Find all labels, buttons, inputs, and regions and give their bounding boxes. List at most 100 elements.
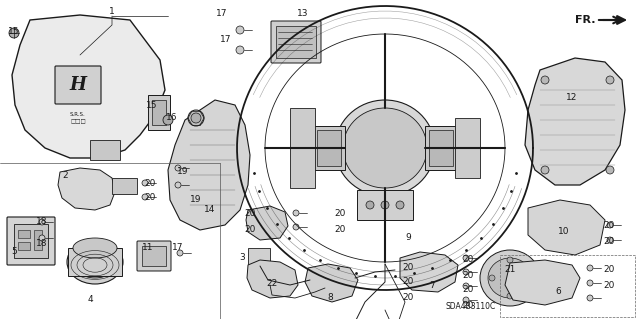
Circle shape [587, 265, 593, 271]
Polygon shape [12, 15, 165, 158]
Text: 3: 3 [239, 254, 245, 263]
Circle shape [9, 28, 19, 38]
Text: 16: 16 [166, 114, 178, 122]
Text: 20: 20 [334, 226, 346, 234]
Bar [429, 130, 453, 166]
Text: 20: 20 [334, 209, 346, 218]
Circle shape [191, 113, 201, 123]
Text: 20: 20 [144, 194, 156, 203]
Bar [248, 248, 270, 266]
Text: 20: 20 [403, 278, 413, 286]
Circle shape [463, 255, 469, 261]
Text: SDA4B3110C: SDA4B3110C [445, 302, 495, 311]
FancyBboxPatch shape [137, 241, 171, 271]
Text: 20: 20 [604, 220, 614, 229]
Circle shape [366, 201, 374, 209]
Text: 20: 20 [403, 263, 413, 271]
Bar [18, 242, 30, 250]
Circle shape [463, 283, 469, 289]
Circle shape [142, 194, 148, 200]
Circle shape [587, 295, 593, 301]
Text: 20: 20 [462, 286, 474, 294]
Bar [357, 190, 413, 220]
Bar [290, 108, 315, 188]
Text: 17: 17 [216, 10, 228, 19]
Circle shape [606, 76, 614, 84]
Circle shape [175, 182, 181, 188]
Text: 22: 22 [266, 278, 278, 287]
Circle shape [175, 165, 181, 171]
Polygon shape [246, 206, 288, 240]
Polygon shape [505, 260, 580, 305]
Polygon shape [400, 252, 458, 292]
Bar [276, 26, 316, 58]
Ellipse shape [67, 240, 123, 284]
FancyBboxPatch shape [7, 217, 55, 265]
Text: 20: 20 [604, 280, 614, 290]
Circle shape [463, 269, 469, 275]
Text: 18: 18 [36, 218, 48, 226]
FancyBboxPatch shape [55, 66, 101, 104]
Circle shape [607, 237, 613, 243]
Ellipse shape [480, 250, 540, 306]
Text: 15: 15 [147, 100, 157, 109]
Ellipse shape [488, 258, 532, 298]
Circle shape [163, 115, 173, 125]
Ellipse shape [73, 246, 117, 278]
Text: 6: 6 [555, 287, 561, 296]
Circle shape [541, 76, 549, 84]
Text: 17: 17 [220, 35, 232, 44]
Circle shape [396, 201, 404, 209]
Text: 20: 20 [244, 226, 256, 234]
Text: 9: 9 [405, 233, 411, 241]
Text: 12: 12 [566, 93, 578, 101]
Text: 21: 21 [504, 264, 516, 273]
Ellipse shape [73, 238, 117, 258]
Bar [148, 95, 170, 130]
Circle shape [541, 166, 549, 174]
Circle shape [177, 250, 183, 256]
Circle shape [381, 201, 389, 209]
Polygon shape [168, 100, 250, 230]
FancyArrowPatch shape [599, 17, 620, 23]
Circle shape [525, 275, 531, 281]
Circle shape [507, 293, 513, 299]
Text: 20: 20 [462, 271, 474, 279]
Polygon shape [305, 264, 358, 302]
Bar [14, 224, 48, 258]
Text: 11: 11 [142, 243, 154, 253]
Bar [152, 100, 166, 125]
Text: 5: 5 [11, 248, 17, 256]
Text: 20: 20 [462, 300, 474, 309]
Text: 20: 20 [604, 265, 614, 275]
Text: 14: 14 [204, 205, 216, 214]
Text: 20: 20 [403, 293, 413, 301]
Text: 20: 20 [462, 256, 474, 264]
Circle shape [293, 224, 299, 230]
Text: 15: 15 [8, 27, 20, 36]
Bar [317, 130, 341, 166]
Text: 13: 13 [297, 10, 308, 19]
Bar [68, 248, 122, 276]
Circle shape [188, 110, 204, 126]
Text: 19: 19 [177, 167, 189, 176]
Bar [500, 255, 635, 317]
Circle shape [607, 222, 613, 228]
Text: 1: 1 [109, 8, 115, 17]
Circle shape [236, 26, 244, 34]
Text: 20: 20 [144, 179, 156, 188]
Circle shape [142, 180, 148, 186]
Text: 18: 18 [36, 240, 48, 249]
Text: 2: 2 [62, 170, 68, 180]
Bar [34, 230, 42, 250]
Circle shape [293, 210, 299, 216]
Polygon shape [58, 168, 115, 210]
Polygon shape [525, 58, 625, 185]
Circle shape [489, 275, 495, 281]
Circle shape [587, 280, 593, 286]
Circle shape [236, 46, 244, 54]
Text: H: H [70, 76, 86, 94]
Bar [455, 118, 480, 178]
Text: 20: 20 [604, 238, 614, 247]
Bar [142, 246, 166, 266]
